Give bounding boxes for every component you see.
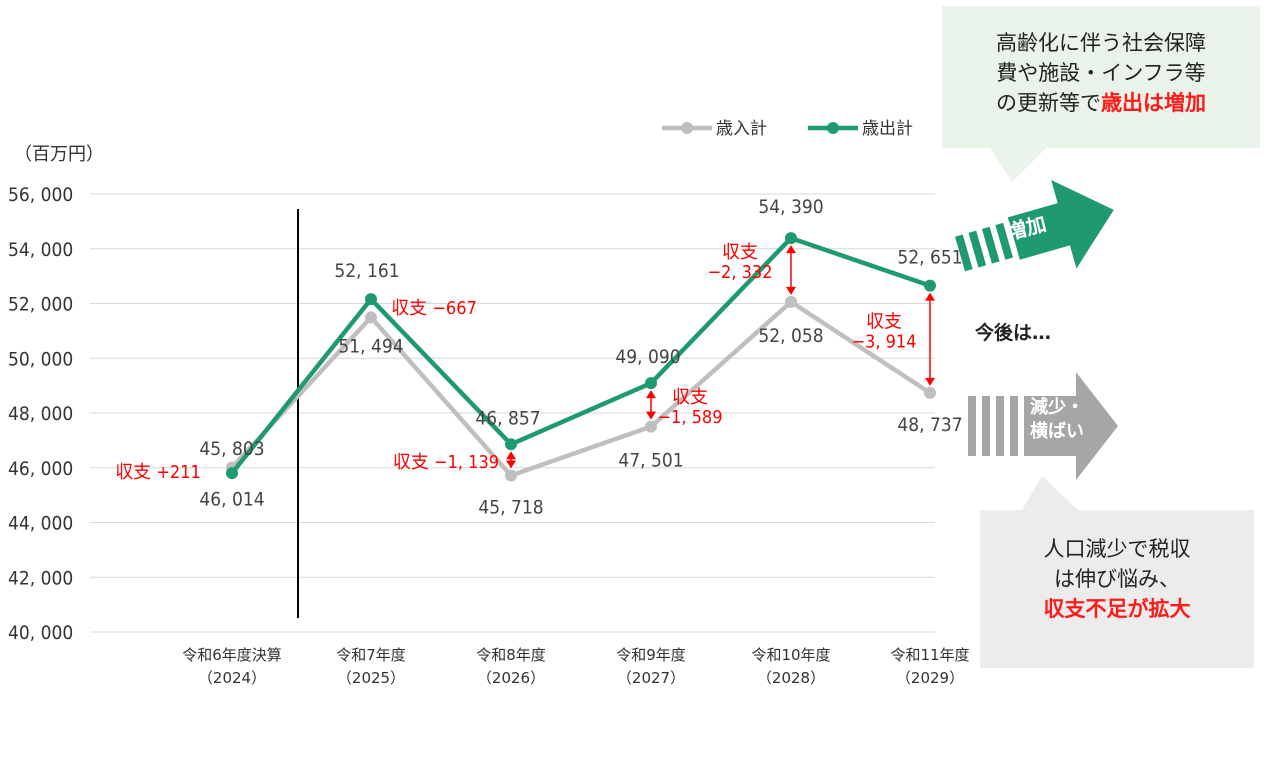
callout-bottom-line: 人口減少で税収: [1043, 537, 1191, 561]
x-category-label: 令和9年度: [616, 646, 686, 664]
legend-swatch-marker: [827, 122, 839, 134]
y-tick-label: 42, 000: [8, 567, 73, 589]
data-labels: 46, 014 51, 494 45, 718 47, 501 52, 058 48, 7…: [199, 196, 962, 518]
balance-arrow-head: [786, 286, 796, 295]
callout-top-emphasis: 歳出は増加: [1101, 91, 1206, 115]
y-tick-label: 54, 000: [8, 239, 73, 261]
balance-label: 収支: [672, 387, 708, 408]
series-point: [365, 311, 377, 324]
expenditure-data-label: 52, 651: [897, 247, 962, 269]
legend-swatch-marker: [681, 122, 693, 134]
series-point: [785, 232, 797, 245]
revenue-data-label: 47, 501: [618, 450, 683, 472]
x-category-label: 令和11年度: [890, 646, 969, 664]
increase-arrow-icon: [955, 180, 1114, 272]
y-tick-label: 46, 000: [8, 458, 73, 480]
callout-bottom-emphasis: 収支不足が拡大: [1043, 597, 1191, 621]
x-category-year: （2029）: [896, 669, 964, 687]
x-category-label: 令和8年度: [476, 646, 546, 664]
x-category-year: （2028）: [757, 669, 825, 687]
balance-label: 収支 −667: [391, 298, 477, 319]
series-line: [230, 235, 931, 475]
y-tick-label: 48, 000: [8, 403, 73, 425]
balance-label: −3, 914: [851, 331, 916, 352]
callout-bottom-line: は伸び悩み、: [1054, 567, 1180, 591]
callout-top-line: の更新等で: [996, 91, 1101, 115]
revenue-data-label: 52, 058: [758, 325, 823, 347]
balance-label: 収支: [866, 311, 902, 332]
x-category-label: 令和6年度決算: [182, 646, 282, 664]
decrease-flat-arrow-label: 減少・ 横ばい: [1030, 396, 1084, 444]
revenue-data-label: 46, 014: [199, 488, 264, 510]
series-lines: [226, 232, 936, 482]
x-category-year: （2026）: [477, 669, 545, 687]
callout-revenue: 人口減少で税収 は伸び悩み、 収支不足が拡大: [980, 510, 1254, 668]
y-tick-label: 56, 000: [8, 184, 73, 206]
y-tick-label: 52, 000: [8, 294, 73, 316]
callout-top-line: 費や施設・インフラ等: [996, 61, 1206, 85]
x-category-label: 令和7年度: [336, 646, 406, 664]
x-category-year: （2024）: [198, 669, 266, 687]
balance-label: −1, 589: [657, 407, 722, 428]
balance-label: 収支 +211: [115, 462, 201, 483]
y-unit-label: （百万円）: [14, 144, 104, 165]
y-axis-ticks: 40, 000 42, 000 44, 000 46, 000 48, 000 50, 0…: [8, 184, 73, 644]
series-point: [924, 279, 936, 292]
series-point: [226, 467, 238, 480]
expenditure-data-label: 54, 390: [758, 196, 823, 218]
balance-arrow-head: [646, 390, 656, 399]
series-point: [505, 469, 517, 482]
revenue-data-label: 48, 737: [897, 414, 962, 436]
decrease-flat-arrow-label-line: 横ばい: [1030, 421, 1084, 442]
balance-label: −2, 332: [707, 262, 772, 283]
series-line: [230, 299, 932, 478]
outlook-label: 今後は…: [975, 322, 1052, 344]
legend-label: 歳出計: [862, 119, 913, 139]
series-point: [924, 386, 936, 399]
balance-arrow-head: [646, 411, 656, 420]
expenditure-data-label: 49, 090: [615, 346, 680, 368]
callout-expenditure: 高齢化に伴う社会保障 費や施設・インフラ等 の更新等で歳出は増加: [942, 6, 1260, 148]
x-category-year: （2025）: [337, 669, 405, 687]
callout-bottom-tail: [1022, 476, 1078, 510]
y-tick-label: 40, 000: [8, 622, 73, 644]
revenue-data-label: 45, 718: [478, 496, 543, 518]
balance-arrow-head: [506, 460, 516, 469]
expenditure-data-label: 46, 857: [475, 407, 540, 429]
expenditure-data-label: 52, 161: [334, 260, 399, 282]
decrease-flat-arrow-icon: [968, 372, 1118, 480]
callout-top-line: 高齢化に伴う社会保障: [996, 31, 1206, 55]
series-point: [645, 377, 657, 390]
x-category-label: 令和10年度: [751, 646, 830, 664]
series-point: [645, 420, 657, 433]
series-point: [785, 295, 797, 308]
balance-label: 収支: [722, 242, 758, 263]
callout-top-tail: [990, 148, 1046, 182]
y-tick-label: 50, 000: [8, 348, 73, 370]
balance-arrow-head: [925, 292, 935, 301]
balance-label: 収支 −1, 139: [393, 452, 499, 473]
legend: 歳入計 歳出計: [662, 119, 913, 139]
balance-arrow-head: [506, 451, 516, 460]
x-category-year: （2027）: [617, 669, 685, 687]
decrease-flat-arrow-label-line: 減少・: [1030, 397, 1084, 418]
balance-arrow-head: [786, 245, 796, 254]
balance-arrow-head: [925, 377, 935, 386]
x-axis-categories: 令和6年度決算 （2024） 令和7年度 （2025） 令和8年度 （2026） 令和9年度…: [182, 646, 969, 687]
y-tick-label: 44, 000: [8, 513, 73, 535]
revenue-data-label: 51, 494: [338, 335, 403, 357]
series-point: [365, 293, 377, 306]
expenditure-data-label: 45, 803: [199, 438, 264, 460]
legend-label: 歳入計: [716, 119, 767, 139]
series-point: [505, 438, 517, 451]
